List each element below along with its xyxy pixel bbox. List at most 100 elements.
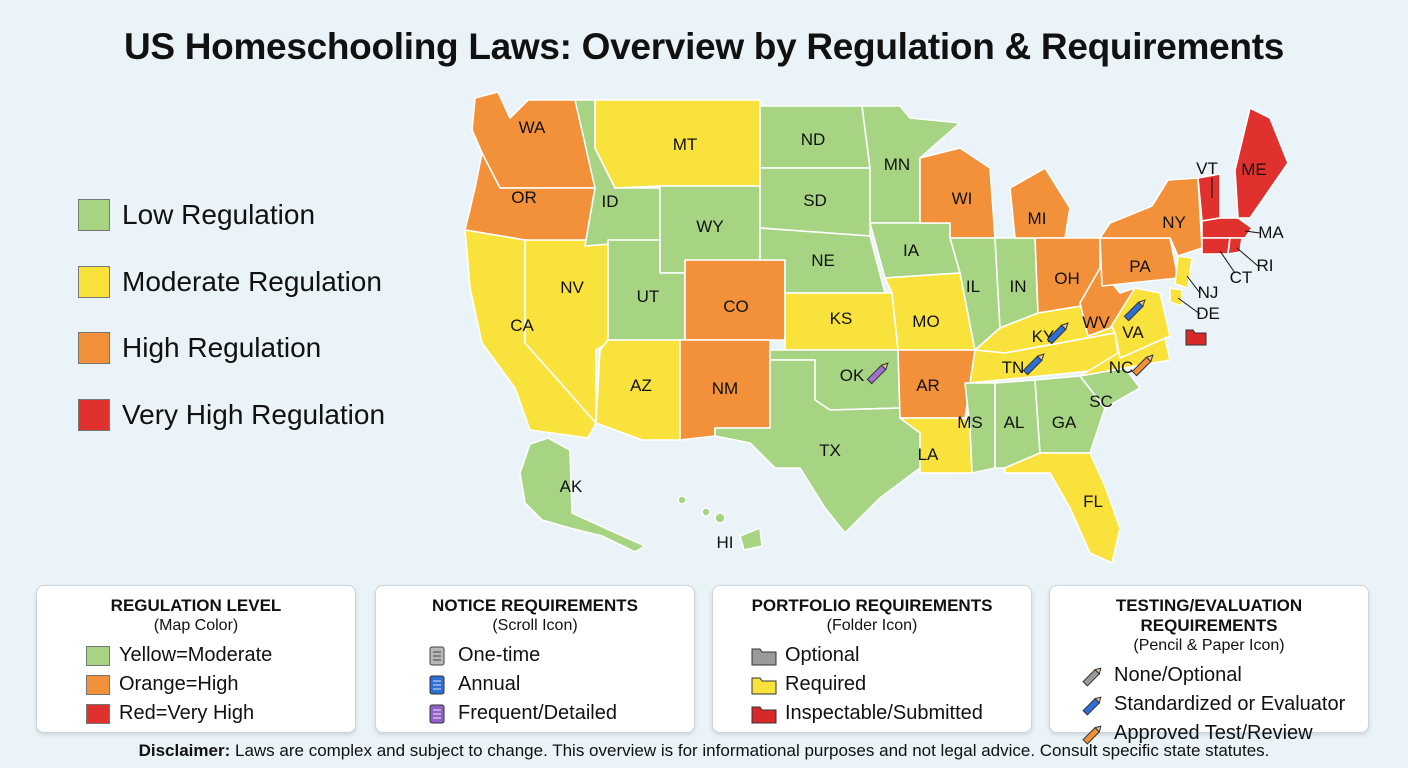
state-label-VT: VT bbox=[1196, 159, 1218, 178]
state-label-NC: NC bbox=[1109, 358, 1134, 377]
state-CT bbox=[1201, 237, 1231, 255]
map-lower-48 bbox=[464, 91, 1289, 564]
pencil-icon-ky bbox=[1046, 322, 1069, 345]
legend-label: High Regulation bbox=[122, 332, 322, 363]
card-row-label: Frequent/Detailed bbox=[458, 702, 617, 724]
state-label-CO: CO bbox=[723, 297, 749, 316]
folder-icon-shape bbox=[1185, 329, 1207, 346]
card-row: One-time bbox=[424, 641, 694, 670]
state-label-OK: OK bbox=[840, 366, 865, 385]
state-label-WI: WI bbox=[952, 189, 973, 208]
state-label-AZ: AZ bbox=[630, 376, 652, 395]
state-label-ID: ID bbox=[602, 192, 619, 211]
state-label-TN: TN bbox=[1002, 358, 1025, 377]
state-MA bbox=[1201, 217, 1253, 239]
state-label-NE: NE bbox=[811, 251, 835, 270]
card-row-label: Yellow=Moderate bbox=[119, 644, 273, 666]
state-label-NY: NY bbox=[1162, 213, 1186, 232]
state-label-SC: SC bbox=[1089, 392, 1113, 411]
state-label-MN: MN bbox=[884, 155, 910, 174]
hawaii-island-small bbox=[677, 495, 687, 505]
pencil-icon-tip bbox=[1145, 354, 1154, 363]
state-label-SD: SD bbox=[803, 191, 827, 210]
leader-line-de bbox=[1177, 297, 1201, 315]
red-swatch-icon bbox=[86, 703, 110, 724]
state-label-RI: RI bbox=[1257, 256, 1274, 275]
state-label-FL: FL bbox=[1083, 492, 1103, 511]
state-label-AK: AK bbox=[560, 477, 583, 496]
state-label-MT: MT bbox=[673, 135, 698, 154]
state-GA bbox=[1034, 375, 1106, 454]
state-AK bbox=[519, 437, 646, 553]
pencil-blue-icon bbox=[1082, 696, 1102, 716]
state-label-ND: ND bbox=[801, 130, 826, 149]
card-row: Orange=High bbox=[85, 670, 355, 699]
legend-swatch-very-high bbox=[78, 398, 110, 431]
pencil-orange-icon bbox=[1082, 725, 1102, 745]
state-RI bbox=[1227, 237, 1243, 255]
state-label-MA: MA bbox=[1258, 223, 1284, 242]
state-DE bbox=[1169, 287, 1183, 307]
folder-yellow-icon bbox=[751, 677, 777, 694]
state-labels: WA OR CA NV ID MT WY UT CO AZ NM ND SD N… bbox=[510, 118, 1284, 552]
scroll-gray-icon bbox=[429, 646, 445, 665]
folder-red-icon bbox=[751, 706, 777, 723]
card-title: REGULATION LEVEL bbox=[110, 596, 282, 615]
state-NJ bbox=[1174, 255, 1193, 289]
state-label-AL: AL bbox=[1004, 413, 1025, 432]
state-label-OR: OR bbox=[511, 188, 537, 207]
pencil-icon-nc bbox=[1131, 354, 1154, 377]
disclaimer: Disclaimer: Laws are complex and subject… bbox=[0, 741, 1408, 761]
pencil-icon-tip bbox=[1137, 299, 1146, 308]
hawaii-island-small bbox=[714, 512, 726, 524]
state-label-WV: WV bbox=[1082, 313, 1110, 332]
state-label-IA: IA bbox=[903, 241, 920, 260]
state-label-MI: MI bbox=[1028, 209, 1047, 228]
disclaimer-text: Laws are complex and subject to change. … bbox=[230, 741, 1270, 760]
card-row: Annual bbox=[424, 670, 694, 699]
state-label-OH: OH bbox=[1054, 269, 1080, 288]
card-row: Optional bbox=[751, 641, 1031, 670]
state-label-NV: NV bbox=[560, 278, 584, 297]
state-MI bbox=[1009, 167, 1071, 239]
legend-item-very-high: Very High Regulation bbox=[78, 398, 385, 432]
card-row: Standardized or Evaluator bbox=[1080, 690, 1368, 719]
legend-swatch-moderate bbox=[78, 265, 110, 298]
state-label-KS: KS bbox=[830, 309, 853, 328]
card-row: Approved Test/Review bbox=[1080, 719, 1368, 748]
card-subtitle: (Map Color) bbox=[153, 617, 239, 634]
card-subtitle: (Pencil & Paper Icon) bbox=[1133, 637, 1285, 654]
card-regulation-level: REGULATION LEVEL (Map Color) Yellow=Mode… bbox=[36, 585, 356, 733]
card-row-label: Standardized or Evaluator bbox=[1114, 693, 1346, 715]
state-label-VA: VA bbox=[1122, 323, 1144, 342]
pencil-icon-ok bbox=[866, 362, 889, 385]
leader-line-nj bbox=[1186, 275, 1201, 294]
disclaimer-label: Disclaimer: bbox=[138, 741, 231, 760]
state-WV bbox=[1079, 267, 1136, 337]
pencil-icon-tip bbox=[880, 362, 889, 371]
card-row-label: Red=Very High bbox=[119, 702, 255, 724]
card-row: Yellow=Moderate bbox=[85, 641, 355, 670]
state-label-DE: DE bbox=[1196, 304, 1220, 323]
map-alaska-hawaii bbox=[519, 437, 763, 553]
state-label-IL: IL bbox=[966, 277, 980, 296]
card-row: None/Optional bbox=[1080, 661, 1368, 690]
legend-item-low: Low Regulation bbox=[78, 198, 385, 232]
state-label-PA: PA bbox=[1129, 257, 1151, 276]
state-label-WY: WY bbox=[696, 217, 723, 236]
card-row-label: Approved Test/Review bbox=[1114, 722, 1313, 744]
card-row-label: Optional bbox=[785, 644, 860, 666]
legend-swatch-high bbox=[78, 332, 110, 364]
state-TN bbox=[969, 332, 1121, 384]
card-row-label: None/Optional bbox=[1114, 664, 1242, 686]
label-leaders bbox=[1177, 178, 1261, 315]
green-swatch-icon bbox=[86, 645, 110, 666]
card-title: TESTING/EVALUATION REQUIREMENTS bbox=[1115, 596, 1303, 635]
card-title: NOTICE REQUIREMENTS bbox=[432, 596, 638, 615]
card-notice-requirements: NOTICE REQUIREMENTS (Scroll Icon) One-ti… bbox=[375, 585, 695, 733]
map-legend: Low Regulation Moderate Regulation High … bbox=[78, 198, 385, 464]
legend-swatch-low bbox=[78, 199, 110, 231]
pencil-icon-tn bbox=[1022, 353, 1045, 376]
leader-line-ct bbox=[1219, 250, 1236, 274]
legend-item-high: High Regulation bbox=[78, 331, 385, 365]
